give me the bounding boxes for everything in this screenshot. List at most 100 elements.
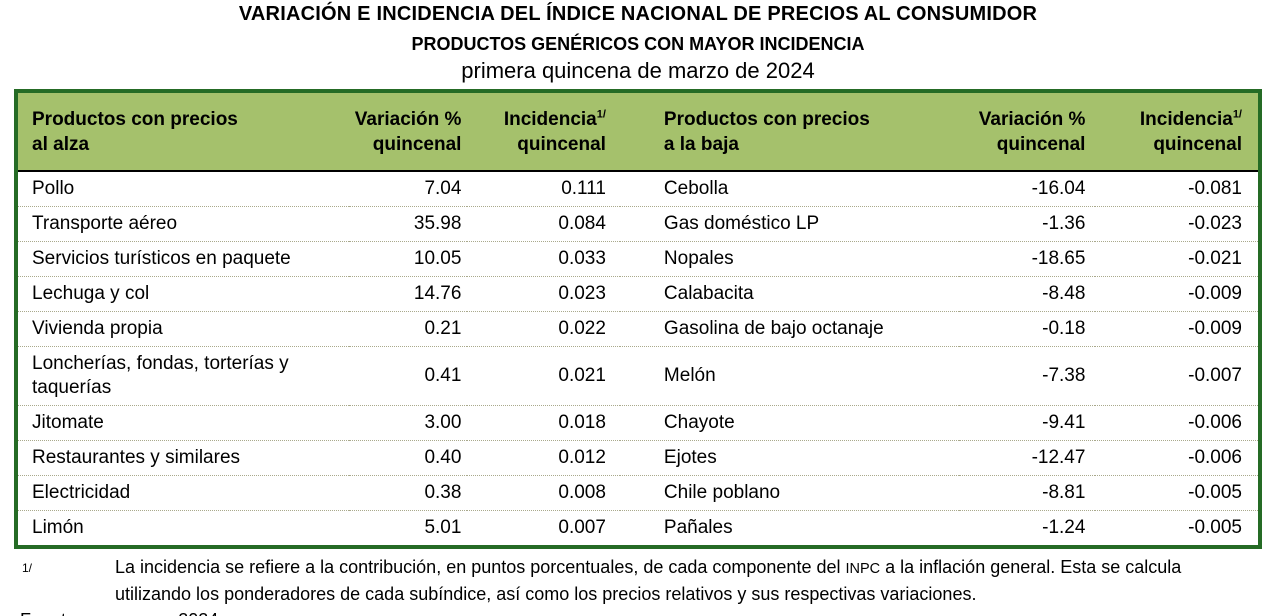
up-product-cell: Electricidad [16, 475, 350, 511]
table-row: Servicios turísticos en paquete 10.05 0.… [16, 241, 1260, 277]
table-header: Productos con precios al alza Variación … [16, 91, 1260, 172]
up-incidence-cell: 0.021 [467, 346, 620, 406]
down-variation-cell: -0.18 [959, 311, 1096, 347]
header-incidence-up: Incidencia1/ quincenal [467, 91, 620, 172]
header-incidence-up-line2: quincenal [517, 134, 606, 155]
header-incidence-down-line1: Incidencia [1139, 109, 1233, 130]
header-variation-down-line2: quincenal [996, 134, 1086, 155]
down-incidence-cell: -0.023 [1095, 206, 1260, 242]
up-incidence-cell: 0.007 [467, 510, 620, 548]
footnote-marker: 1/ [22, 561, 33, 575]
header-products-up-line2: al alza [32, 134, 90, 155]
up-incidence-cell: 0.111 [467, 171, 620, 207]
up-incidence-cell: 0.084 [467, 206, 620, 242]
header-products-down-line1: Productos con precios [663, 109, 870, 130]
up-product-cell: Transporte aéreo [16, 206, 350, 242]
up-product-cell: Limón [16, 510, 350, 548]
footnote-text-part1: La incidencia se refiere a la contribuci… [115, 557, 846, 577]
up-product-cell: Servicios turísticos en paquete [16, 241, 350, 277]
down-variation-cell: -7.38 [959, 346, 1096, 406]
down-variation-cell: -8.81 [959, 475, 1096, 511]
table-row: Electricidad 0.38 0.008 Chile poblano -8… [16, 475, 1260, 511]
table-row: Loncherías, fondas, torterías y taquería… [16, 346, 1260, 406]
header-products-down: Productos con precios a la baja [619, 91, 959, 172]
table-header-row: Productos con precios al alza Variación … [16, 91, 1260, 172]
header-incidence-up-line1: Incidencia [503, 109, 597, 130]
source-inegi-acronym: INEGI. INPC [86, 614, 168, 616]
page-subtitle: PRODUCTOS GENÉRICOS CON MAYOR INCIDENCIA [411, 34, 865, 54]
down-incidence-cell: -0.009 [1095, 276, 1260, 312]
header-products-up: Productos con precios al alza [16, 91, 350, 172]
down-incidence-cell: -0.005 [1095, 475, 1260, 511]
header-variation-down: Variación % quincenal [959, 91, 1096, 172]
down-product-cell: Gasolina de bajo octanaje [619, 311, 959, 347]
table-row: Vivienda propia 0.21 0.022 Gasolina de b… [16, 311, 1260, 347]
up-incidence-cell: 0.008 [467, 475, 620, 511]
up-incidence-cell: 0.012 [467, 440, 620, 476]
title-block: VARIACIÓN E INCIDENCIA DEL ÍNDICE NACION… [0, 2, 1276, 84]
header-variation-down-line1: Variación % [978, 109, 1086, 130]
up-variation-cell: 0.41 [349, 346, 468, 406]
down-product-cell: Melón [619, 346, 959, 406]
header-variation-up-line1: Variación % [354, 109, 462, 130]
down-variation-cell: -12.47 [959, 440, 1096, 476]
down-product-cell: Cebolla [619, 171, 959, 207]
up-product-cell: Loncherías, fondas, torterías y taquería… [16, 346, 350, 406]
down-product-cell: Ejotes [619, 440, 959, 476]
down-product-cell: Nopales [619, 241, 959, 277]
down-variation-cell: -9.41 [959, 405, 1096, 441]
footnote-text: La incidencia se refiere a la contribuci… [115, 555, 1250, 607]
down-incidence-cell: -0.007 [1095, 346, 1260, 406]
down-incidence-cell: -0.005 [1095, 510, 1260, 548]
footnote-reference-mark: 1/ [1232, 108, 1242, 121]
footnote-inpc-acronym: INPC [845, 561, 881, 577]
up-variation-cell: 0.40 [349, 440, 468, 476]
up-variation-cell: 10.05 [349, 241, 468, 277]
up-variation-cell: 0.21 [349, 311, 468, 347]
up-variation-cell: 0.38 [349, 475, 468, 511]
source-line: Fuente: INEGI. INPC, 2024. [0, 608, 1276, 616]
table-row: Lechuga y col 14.76 0.023 Calabacita -8.… [16, 276, 1260, 312]
up-variation-cell: 7.04 [349, 171, 468, 207]
table-row: Transporte aéreo 35.98 0.084 Gas domésti… [16, 206, 1260, 242]
footnote-reference-mark: 1/ [596, 108, 606, 121]
down-variation-cell: -8.48 [959, 276, 1096, 312]
header-variation-up-line2: quincenal [372, 134, 462, 155]
header-products-up-line1: Productos con precios [32, 109, 238, 130]
footnote-text-part2: a la inflación general. Esta se calcula … [115, 557, 1182, 604]
source-suffix: , 2024. [168, 610, 223, 616]
up-product-cell: Jitomate [16, 405, 350, 441]
down-product-cell: Calabacita [619, 276, 959, 312]
header-incidence-down: Incidencia1/ quincenal [1095, 91, 1260, 172]
page-period: primera quincena de marzo de 2024 [461, 58, 815, 83]
down-incidence-cell: -0.009 [1095, 311, 1260, 347]
up-product-cell: Restaurantes y similares [16, 440, 350, 476]
up-incidence-cell: 0.023 [467, 276, 620, 312]
up-incidence-cell: 0.018 [467, 405, 620, 441]
up-incidence-cell: 0.033 [467, 241, 620, 277]
down-incidence-cell: -0.081 [1095, 171, 1260, 207]
table-row: Jitomate 3.00 0.018 Chayote -9.41 -0.006 [16, 405, 1260, 441]
table-row: Restaurantes y similares 0.40 0.012 Ejot… [16, 440, 1260, 476]
down-product-cell: Pañales [619, 510, 959, 548]
down-product-cell: Chayote [619, 405, 959, 441]
down-incidence-cell: -0.021 [1095, 241, 1260, 277]
header-incidence-down-line2: quincenal [1153, 134, 1242, 155]
up-product-cell: Vivienda propia [16, 311, 350, 347]
up-product-cell: Lechuga y col [16, 276, 350, 312]
down-incidence-cell: -0.006 [1095, 440, 1260, 476]
up-variation-cell: 3.00 [349, 405, 468, 441]
page-title: VARIACIÓN E INCIDENCIA DEL ÍNDICE NACION… [238, 3, 1038, 25]
header-variation-up: Variación % quincenal [349, 91, 468, 172]
down-incidence-cell: -0.006 [1095, 405, 1260, 441]
header-products-down-line2: a la baja [663, 134, 739, 155]
table-body: Pollo 7.04 0.111 Cebolla -16.04 -0.081 T… [16, 171, 1260, 548]
up-variation-cell: 14.76 [349, 276, 468, 312]
down-variation-cell: -18.65 [959, 241, 1096, 277]
table-row: Limón 5.01 0.007 Pañales -1.24 -0.005 [16, 510, 1260, 548]
up-incidence-cell: 0.022 [467, 311, 620, 347]
table-row: Pollo 7.04 0.111 Cebolla -16.04 -0.081 [16, 171, 1260, 207]
down-variation-cell: -1.36 [959, 206, 1096, 242]
source-prefix: Fuente: [20, 610, 86, 616]
up-variation-cell: 5.01 [349, 510, 468, 548]
